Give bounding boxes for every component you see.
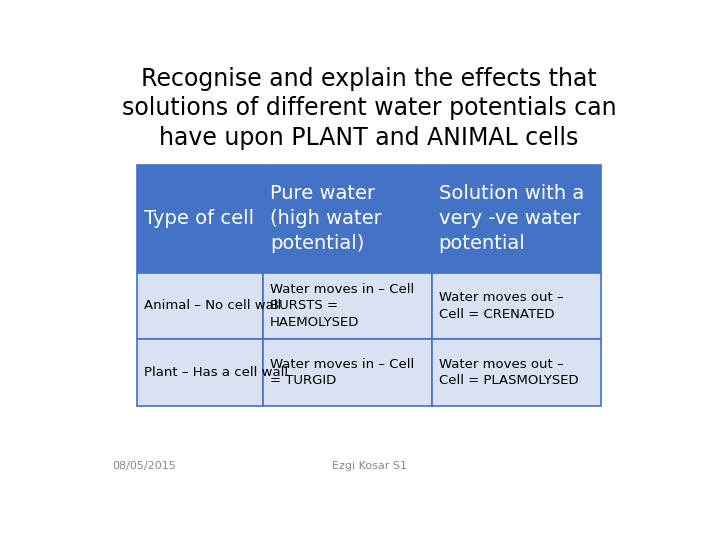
Text: Water moves in – Cell
= TURGID: Water moves in – Cell = TURGID xyxy=(270,357,414,387)
Bar xyxy=(432,339,600,406)
Text: Pure water
(high water
potential): Pure water (high water potential) xyxy=(270,184,382,253)
Text: Water moves in – Cell
BURSTS =
HAEMOLYSED: Water moves in – Cell BURSTS = HAEMOLYSE… xyxy=(270,283,414,329)
Bar xyxy=(432,273,600,339)
Bar xyxy=(264,339,432,406)
Text: Plant – Has a cell wall: Plant – Has a cell wall xyxy=(144,366,288,379)
Bar xyxy=(264,273,432,339)
Text: Recognise and explain the effects that
solutions of different water potentials c: Recognise and explain the effects that s… xyxy=(122,67,616,150)
Text: Water moves out –
Cell = CRENATED: Water moves out – Cell = CRENATED xyxy=(438,291,563,321)
Text: Animal – No cell wall: Animal – No cell wall xyxy=(144,300,282,313)
Bar xyxy=(138,339,264,406)
Text: Type of cell: Type of cell xyxy=(144,209,254,228)
Text: Solution with a
very -ve water
potential: Solution with a very -ve water potential xyxy=(438,184,584,253)
Bar xyxy=(432,165,600,273)
Bar xyxy=(138,165,264,273)
Text: Ezgi Kosar S1: Ezgi Kosar S1 xyxy=(331,462,407,471)
Bar xyxy=(264,165,432,273)
Text: Water moves out –
Cell = PLASMOLYSED: Water moves out – Cell = PLASMOLYSED xyxy=(438,357,578,387)
Text: 08/05/2015: 08/05/2015 xyxy=(112,462,176,471)
Bar xyxy=(138,273,264,339)
